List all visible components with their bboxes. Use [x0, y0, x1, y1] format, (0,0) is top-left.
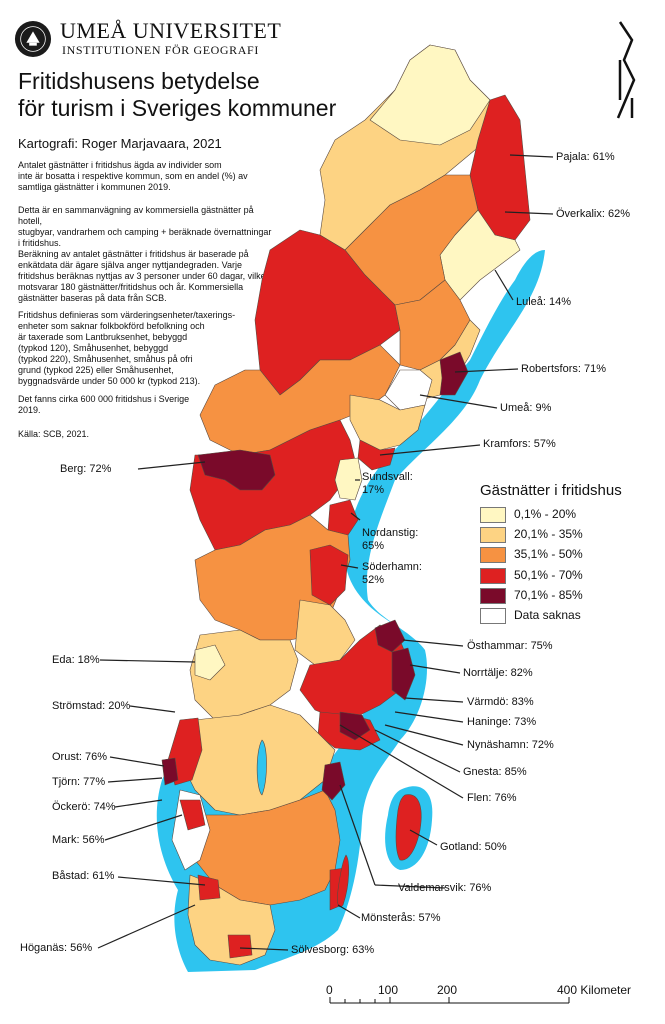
description-paragraph: Beräkning av antalet gästnätter i fritid…	[18, 249, 269, 303]
gavleborg-yellow	[294, 599, 356, 666]
nordanstig-region	[327, 499, 359, 536]
kiruna-region	[369, 44, 491, 146]
label-kramfors: Kramfors: 57%	[483, 438, 556, 450]
mark-region	[179, 799, 206, 831]
scale-label: 200	[437, 983, 458, 997]
legend-label: 35,1% - 50%	[514, 547, 583, 561]
label-gotland: Gotland: 50%	[440, 841, 507, 853]
scale-bar	[329, 997, 570, 1004]
label-norrtalje: Norrtälje: 82%	[463, 667, 533, 679]
legend-label: 20,1% - 35%	[514, 527, 583, 541]
description-paragraph: Fritidshus definieras som värderingsenhe…	[18, 310, 236, 386]
cartography-credit: Kartografi: Roger Marjavaara, 2021	[18, 136, 222, 151]
label-overkalix: Överkalix: 62%	[556, 208, 630, 220]
university-name: UMEÅ UNIVERSITET	[60, 18, 282, 43]
label-lulea: Luleå: 14%	[516, 296, 572, 308]
label-robertsfors: Robertsfors: 71%	[521, 363, 606, 375]
label-haninge: Haninge: 73%	[467, 716, 537, 728]
norrtalje-region	[391, 647, 416, 701]
label-ockero: Öckerö: 74%	[52, 801, 116, 813]
label-valdemarsvik: Valdemarsvik: 76%	[398, 882, 492, 894]
label-bastad: Båstad: 61%	[52, 870, 115, 882]
label-nynashamn: Nynäshamn: 72%	[467, 739, 554, 751]
berg-region	[197, 449, 276, 491]
scale-label: 400 Kilometer	[557, 983, 632, 997]
bastad-region	[197, 874, 221, 901]
label-eda: Eda: 18%	[52, 654, 100, 666]
vasternorrland-yellow	[349, 394, 426, 451]
label-gnesta: Gnesta: 85%	[463, 766, 527, 778]
robertsfors-region	[439, 351, 469, 396]
map-title-line-2: för turism i Sveriges kommuner	[18, 95, 337, 121]
legend-swatch	[480, 568, 506, 584]
osthammar-region	[374, 619, 406, 653]
label-hoganas: Höganäs: 56%	[20, 942, 93, 954]
legend-swatch	[480, 527, 506, 543]
university-seal-logo	[14, 20, 52, 58]
label-umea: Umeå: 9%	[500, 402, 552, 414]
label-mark: Mark: 56%	[52, 834, 105, 846]
gotland-island	[395, 794, 422, 861]
legend-title: Gästnätter i fritidshus	[480, 482, 622, 499]
label-soderhamn: Söderhamn: 52%	[362, 561, 422, 586]
label-flen: Flen: 76%	[467, 792, 517, 804]
legend-swatch	[480, 547, 506, 563]
label-varmdo: Värmdö: 83%	[467, 696, 534, 708]
label-tjorn: Tjörn: 77%	[52, 776, 106, 788]
source-note: Källa: SCB, 2021.	[18, 429, 90, 439]
label-monsteras: Mönsterås: 57%	[361, 912, 441, 924]
label-nordanstig: Nordanstig: 65%	[362, 527, 419, 552]
legend-label: 50,1% - 70%	[514, 568, 583, 582]
legend-swatch	[480, 588, 506, 604]
valdemarsvik-region	[321, 761, 346, 801]
scale-label: 0	[326, 983, 333, 997]
legend-label: Data saknas	[514, 608, 581, 622]
description-paragraph: Antalet gästnätter i fritidshus ägda av …	[18, 160, 248, 192]
north-arrow-icon	[616, 21, 636, 119]
department-name: INSTITUTIONEN FÖR GEOGRAFI	[62, 43, 259, 57]
label-osthammar: Östhammar: 75%	[467, 640, 553, 652]
label-orust: Orust: 76%	[52, 751, 108, 763]
label-solvesborg: Sölvesborg: 63%	[291, 944, 375, 956]
sundsvall-region	[334, 457, 363, 501]
label-berg: Berg: 72%	[60, 463, 112, 475]
vattern-lake	[256, 739, 267, 796]
description-paragraph: Detta är en sammanvägning av kommersiell…	[18, 205, 272, 248]
label-sundsvall: Sundsvall: 17%	[362, 471, 413, 496]
description-paragraph: Det fanns cirka 600 000 fritidshus i Sve…	[18, 394, 190, 415]
legend-swatch	[480, 608, 506, 624]
legend-label: 70,1% - 85%	[514, 588, 583, 602]
eda-region	[194, 644, 226, 681]
legend-swatch	[480, 507, 506, 523]
orust-tjorn-region	[161, 757, 179, 786]
label-pajala: Pajala: 61%	[556, 151, 615, 163]
scale-label: 100	[378, 983, 399, 997]
label-stromstad: Strömstad: 20%	[52, 700, 131, 712]
map-title-line-1: Fritidshusens betydelse	[18, 68, 260, 94]
hudiksvall-soderhamn-red	[309, 544, 349, 606]
solvesborg-region	[227, 934, 253, 959]
gnesta-haninge-region	[339, 711, 371, 741]
legend-label: 0,1% - 20%	[514, 507, 577, 521]
